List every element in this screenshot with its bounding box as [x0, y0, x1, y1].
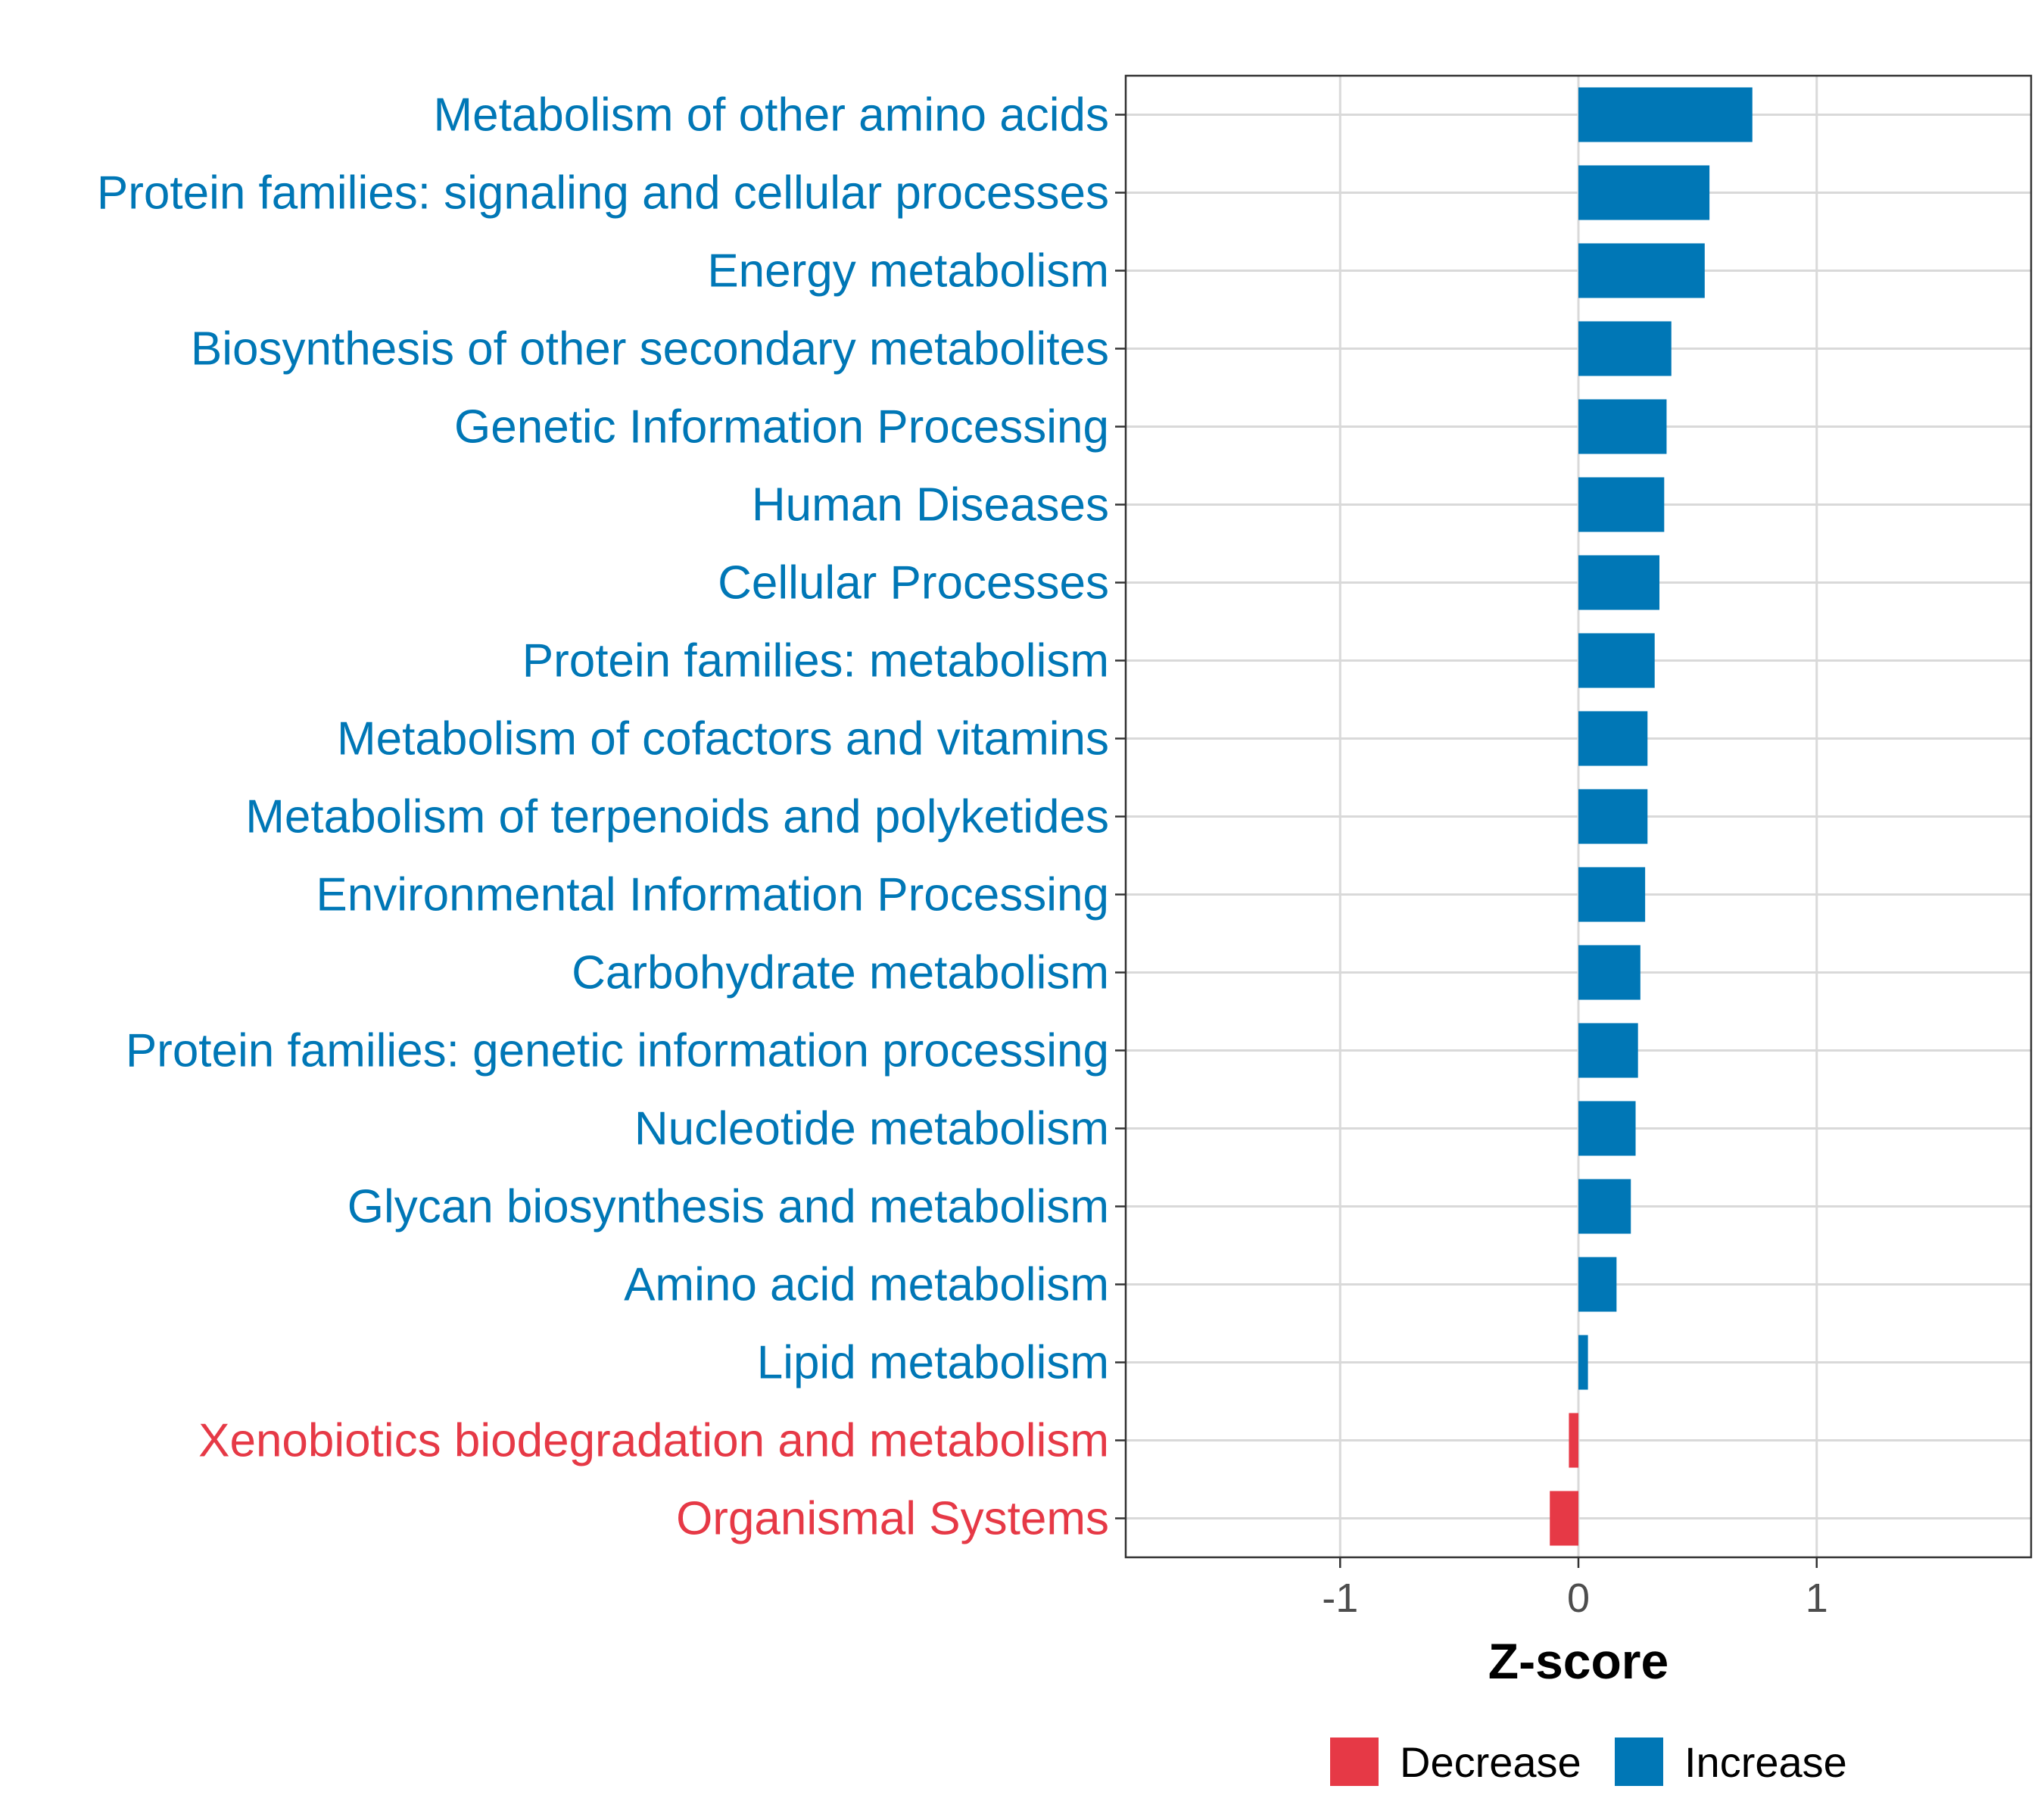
category-label: Protein families: signaling and cellular… — [97, 167, 1109, 220]
category-label: Genetic Information Processing — [454, 401, 1109, 453]
bar — [1578, 945, 1640, 1000]
bar — [1578, 789, 1648, 844]
bar — [1578, 87, 1753, 142]
category-label: Carbohydrate metabolism — [572, 947, 1109, 999]
bar — [1578, 1101, 1636, 1156]
bar — [1578, 165, 1710, 220]
bar — [1578, 321, 1672, 376]
category-label: Metabolism of cofactors and vitamins — [337, 713, 1109, 765]
category-label: Xenobiotics biodegradation and metabolis… — [198, 1415, 1109, 1467]
category-label: Metabolism of other amino acids — [433, 89, 1109, 142]
category-label: Biosynthesis of other secondary metaboli… — [191, 323, 1109, 376]
bar — [1578, 711, 1648, 766]
legend-swatch-increase — [1615, 1738, 1663, 1786]
category-label: Nucleotide metabolism — [634, 1103, 1109, 1155]
bar — [1578, 1179, 1631, 1234]
x-tick-label: 0 — [1567, 1575, 1590, 1621]
legend-swatch-decrease — [1330, 1738, 1379, 1786]
bar — [1578, 633, 1655, 688]
bars — [1550, 87, 1753, 1546]
category-label: Cellular Processes — [718, 557, 1109, 609]
bar — [1578, 1335, 1588, 1390]
x-tick-label: 1 — [1806, 1575, 1828, 1621]
y-axis-ticks — [1115, 114, 1126, 1519]
bar — [1578, 477, 1665, 532]
bar — [1578, 399, 1667, 454]
bar — [1569, 1413, 1578, 1468]
legend: Decrease Increase — [1330, 1738, 1847, 1786]
y-axis-labels: Metabolism of other amino acids Protein f… — [97, 89, 1109, 1545]
bar — [1578, 1257, 1617, 1312]
legend-label-increase: Increase — [1684, 1738, 1847, 1786]
bar — [1578, 1023, 1638, 1078]
category-label: Environmental Information Processing — [316, 869, 1109, 921]
x-axis-title: Z-score — [1488, 1633, 1669, 1689]
category-label: Organismal Systems — [676, 1493, 1109, 1545]
category-label: Amino acid metabolism — [624, 1259, 1109, 1311]
x-axis-labels: -1 0 1 — [1322, 1575, 1828, 1621]
category-label: Human Diseases — [752, 479, 1109, 531]
category-label: Glycan biosynthesis and metabolism — [347, 1181, 1109, 1233]
category-label: Protein families: genetic information pr… — [126, 1025, 1109, 1077]
x-tick-label: -1 — [1322, 1575, 1358, 1621]
bar — [1578, 243, 1705, 298]
bar — [1578, 867, 1646, 922]
x-axis-ticks — [1339, 1557, 1818, 1568]
legend-label-decrease: Decrease — [1400, 1738, 1581, 1786]
category-label: Protein families: metabolism — [522, 635, 1109, 687]
category-label: Energy metabolism — [707, 245, 1109, 298]
bar — [1550, 1491, 1578, 1546]
bar — [1578, 555, 1660, 610]
category-label: Metabolism of terpenoids and polyketides — [245, 791, 1109, 843]
category-label: Lipid metabolism — [757, 1337, 1109, 1389]
